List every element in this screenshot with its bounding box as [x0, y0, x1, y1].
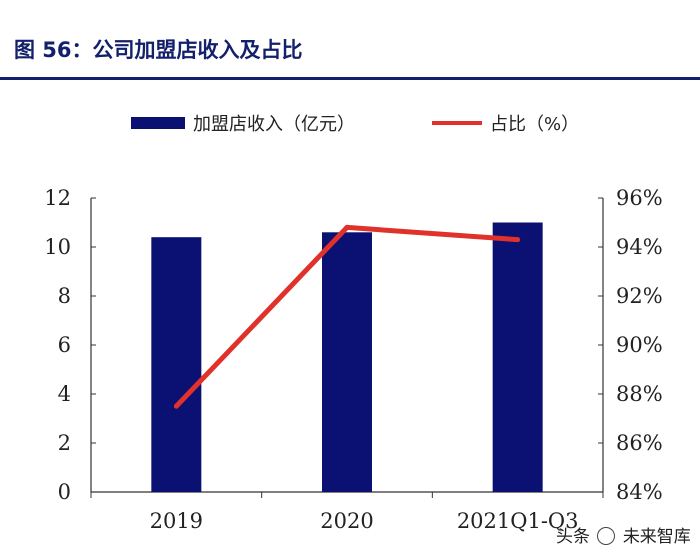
watermark-logo-icon: [597, 527, 616, 545]
bars: [151, 222, 543, 493]
ratio-point: [344, 224, 350, 230]
bar: [151, 237, 202, 492]
figure-title: 图 56：公司加盟店收入及占比: [14, 38, 303, 62]
y-right-tick-label: 88%: [616, 382, 663, 406]
y-right-tick-label: 90%: [616, 333, 663, 357]
x-tick-label: 2019: [150, 509, 203, 533]
x-tick-label: 2021Q1-Q3: [457, 509, 579, 533]
y-right-tick-label: 96%: [616, 186, 663, 210]
y-left-tick-label: 8: [58, 284, 71, 308]
x-tick-label: 2020: [320, 509, 373, 533]
y-right-tick-label: 86%: [616, 431, 663, 455]
legend-bar-label: 加盟店收入（亿元）: [193, 114, 355, 135]
y-right-tick-label: 84%: [616, 480, 663, 504]
ratio-line: [173, 224, 521, 409]
y-right-tick-label: 94%: [616, 235, 663, 259]
watermark-name: 未来智库: [622, 527, 691, 547]
y-left-tick-label: 6: [58, 333, 71, 357]
y-left-tick-label: 12: [44, 186, 71, 210]
y-left-tick-label: 2: [58, 431, 71, 455]
y-right-tick-label: 92%: [616, 284, 663, 308]
y-left-tick-label: 10: [44, 235, 71, 259]
axis-labels: 0 2 4 6 8 10 12 84% 86% 88% 90% 92% 94% 96% 2019 2020 20…: [44, 186, 662, 533]
legend-bar-swatch: [131, 117, 185, 129]
y-left-tick-label: 0: [58, 480, 71, 504]
bar: [492, 222, 543, 492]
legend-line-label: 占比（%）: [490, 114, 579, 135]
ratio-point: [515, 237, 521, 243]
bar: [322, 232, 372, 493]
y-left-tick-label: 4: [58, 382, 71, 406]
legend: 加盟店收入（亿元） 占比（%）: [131, 114, 579, 135]
watermark: 头条 未来智库: [556, 522, 691, 547]
ratio-point: [173, 403, 179, 409]
title-divider: [0, 77, 700, 80]
watermark-prefix: 头条: [556, 527, 590, 547]
